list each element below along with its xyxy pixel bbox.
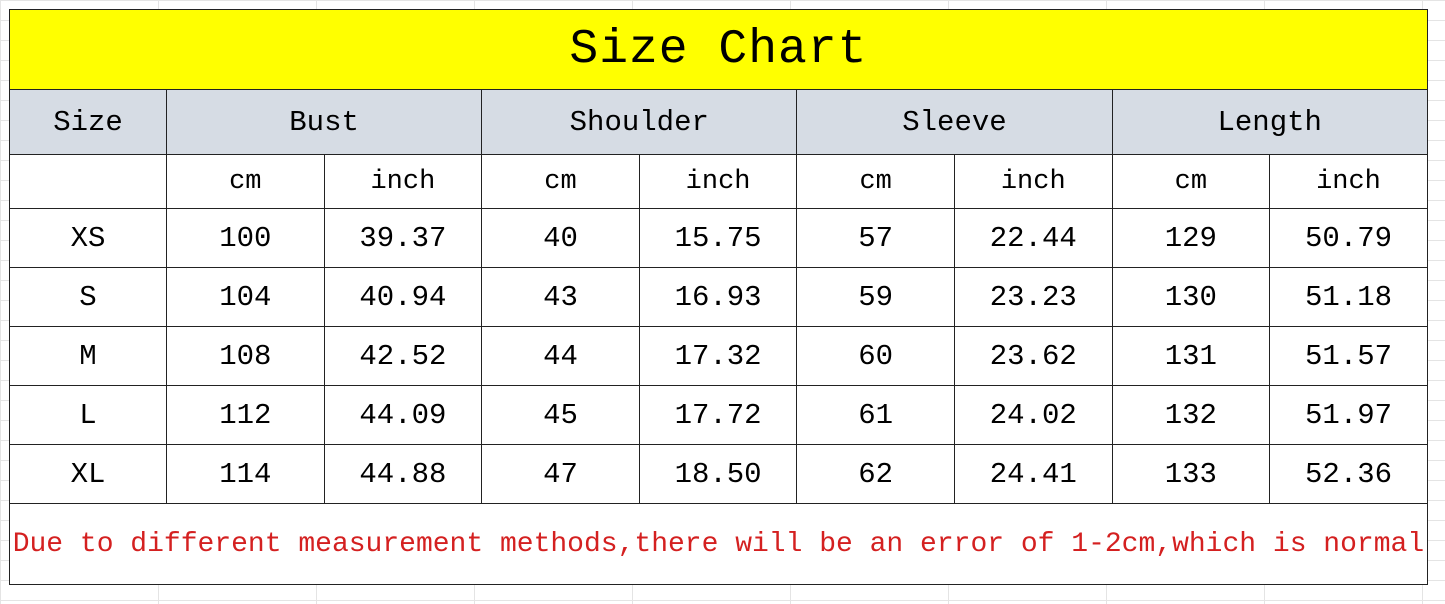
measurement-cell: 24.41 [953, 444, 1113, 504]
unit-label: inch [638, 154, 798, 209]
header-bust: Bust [165, 89, 483, 155]
unit-label: cm [481, 154, 640, 209]
table-row: XS 100 39.37 40 15.75 57 22.44 129 50.79 [9, 208, 1428, 268]
measurement-cell: 61 [796, 385, 955, 445]
measurement-cell: 47 [481, 444, 640, 504]
size-chart-table: Size Chart Size Bust Shoulder Sleeve Length… [9, 9, 1428, 585]
table-row: S 104 40.94 43 16.93 59 23.23 130 51.18 [9, 267, 1428, 327]
measurement-cell: 57 [796, 208, 955, 268]
measurement-cell: 112 [166, 385, 325, 445]
measurement-cell: 40.94 [323, 267, 483, 327]
unit-label: cm [796, 154, 955, 209]
measurement-cell: 42.52 [323, 326, 483, 386]
measurement-cell: 52.36 [1269, 444, 1428, 504]
units-blank [9, 154, 167, 209]
table-row: M 108 42.52 44 17.32 60 23.62 131 51.57 [9, 326, 1428, 386]
measurement-cell: 23.62 [953, 326, 1113, 386]
measurement-cell: 59 [796, 267, 955, 327]
size-label: L [9, 385, 167, 445]
measurement-cell: 104 [166, 267, 325, 327]
measurement-cell: 131 [1111, 326, 1271, 386]
measurement-cell: 108 [166, 326, 325, 386]
measurement-cell: 133 [1111, 444, 1271, 504]
unit-label: inch [953, 154, 1113, 209]
measurement-cell: 100 [166, 208, 325, 268]
measurement-cell: 51.57 [1269, 326, 1428, 386]
measurement-note: Due to different measurement methods,the… [9, 503, 1428, 585]
measurement-cell: 132 [1111, 385, 1271, 445]
measurement-cell: 114 [166, 444, 325, 504]
header-sleeve: Sleeve [796, 89, 1113, 155]
header-size: Size [9, 89, 167, 155]
size-label: S [9, 267, 167, 327]
size-label: XL [9, 444, 167, 504]
measurement-cell: 15.75 [638, 208, 798, 268]
size-label: M [9, 326, 167, 386]
measurement-cell: 16.93 [638, 267, 798, 327]
measurement-cell: 44.88 [323, 444, 483, 504]
size-label: XS [9, 208, 167, 268]
measurement-cell: 44 [481, 326, 640, 386]
measurement-cell: 45 [481, 385, 640, 445]
measurement-cell: 51.97 [1269, 385, 1428, 445]
measurement-cell: 39.37 [323, 208, 483, 268]
unit-label: cm [166, 154, 325, 209]
measurement-cell: 23.23 [953, 267, 1113, 327]
table-row: XL 114 44.88 47 18.50 62 24.41 133 52.36 [9, 444, 1428, 504]
measurement-cell: 50.79 [1269, 208, 1428, 268]
chart-title: Size Chart [9, 9, 1428, 90]
unit-label: inch [1269, 154, 1428, 209]
measurement-cell: 24.02 [953, 385, 1113, 445]
measurement-cell: 17.32 [638, 326, 798, 386]
measurement-cell: 60 [796, 326, 955, 386]
measurement-cell: 62 [796, 444, 955, 504]
measurement-cell: 51.18 [1269, 267, 1428, 327]
measurement-cell: 44.09 [323, 385, 483, 445]
measurement-cell: 40 [481, 208, 640, 268]
unit-label: inch [323, 154, 483, 209]
header-length: Length [1111, 89, 1428, 155]
header-shoulder: Shoulder [481, 89, 798, 155]
measurement-cell: 17.72 [638, 385, 798, 445]
measurement-cell: 129 [1111, 208, 1271, 268]
measurement-cell: 22.44 [953, 208, 1113, 268]
unit-label: cm [1111, 154, 1271, 209]
measurement-cell: 18.50 [638, 444, 798, 504]
measurement-cell: 43 [481, 267, 640, 327]
table-row: L 112 44.09 45 17.72 61 24.02 132 51.97 [9, 385, 1428, 445]
measurement-cell: 130 [1111, 267, 1271, 327]
